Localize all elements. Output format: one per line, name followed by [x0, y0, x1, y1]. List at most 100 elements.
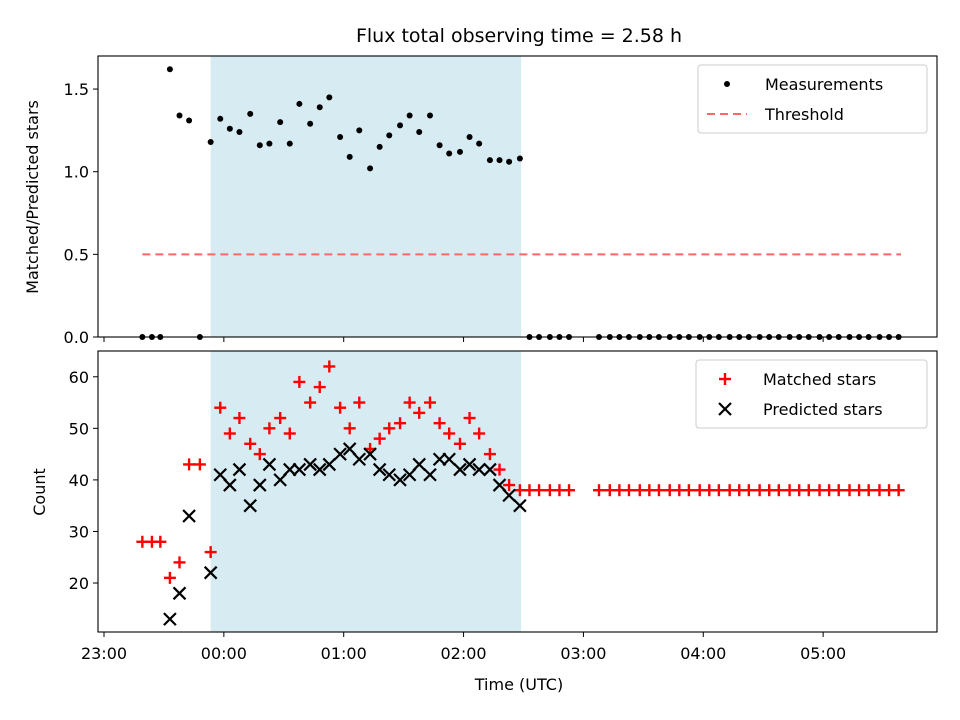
x-tick-label: 00:00 [201, 644, 247, 663]
predicted-star-point [203, 565, 218, 580]
predicted-star-point [232, 462, 247, 477]
bottom-legend-box [695, 359, 928, 429]
measurement-point [286, 140, 293, 147]
predicted-star-point [423, 467, 437, 482]
matched-star-point [293, 375, 306, 388]
predicted-star-point [372, 462, 387, 477]
predicted-star-point [453, 462, 467, 477]
measurement-point [346, 153, 353, 160]
measurement-point [217, 115, 224, 122]
matched-star-point [463, 412, 476, 425]
measurement-point [456, 148, 463, 155]
matched-star-point [214, 401, 227, 414]
matched-star-point [353, 396, 366, 409]
x-tick-label: 04:00 [680, 644, 726, 663]
matched-star-point [403, 396, 416, 409]
matched-star-point [473, 427, 486, 440]
predicted-star-point [472, 462, 486, 477]
measurement-point [376, 143, 383, 150]
matched-star-point [334, 401, 347, 414]
measurement-point [516, 155, 523, 162]
count-points [136, 360, 905, 626]
measurement-point [176, 112, 183, 119]
matched-star-point [802, 484, 815, 497]
top-y-tick-label: 0.5 [64, 245, 89, 264]
x-tick-label: 23:00 [81, 644, 127, 663]
top-plot-frame [97, 55, 938, 338]
matched-star-point [274, 412, 287, 425]
bottom-axis-ticks: 23:00 00:00 01:00 02:00 03:00 04:00 05:00 20 30 4… [69, 368, 847, 663]
x-tick-label: 02:00 [441, 644, 487, 663]
predicted-star-point [333, 447, 347, 461]
top-panel: 0.0 0.5 1.0 1.5 Matched/Predicted stars Mea… [23, 55, 938, 347]
top-legend-label-measurements: Measurements [765, 75, 883, 94]
matched-star-point [772, 484, 785, 497]
measurement-point [406, 112, 413, 119]
bottom-legend-label-predicted: Predicted stars [763, 400, 883, 419]
predicted-star-point [292, 462, 307, 477]
measurement-point [166, 66, 173, 73]
bottom-observing-window [210, 351, 522, 632]
bottom-y-tick-label: 40 [69, 471, 89, 490]
measurement-point [476, 140, 483, 147]
chart-title: Flux total observing time = 2.58 h [356, 25, 682, 47]
matched-star-point [453, 437, 466, 450]
matched-star-point [244, 437, 257, 450]
predicted-star-point [303, 457, 317, 472]
measurement-point [316, 104, 323, 111]
predicted-star-point [182, 509, 196, 523]
matched-star-point [493, 463, 506, 476]
top-y-tick-label: 1.5 [64, 80, 89, 99]
matched-star-point [563, 484, 576, 497]
predicted-star-point [432, 452, 447, 467]
matched-star-point [253, 448, 266, 461]
top-legend: Measurements Threshold [697, 64, 928, 134]
matched-star-point [223, 427, 236, 440]
predicted-star-point [312, 462, 327, 477]
matched-star-point [233, 412, 246, 425]
bottom-y-tick-label: 20 [69, 574, 89, 593]
predicted-star-point [172, 586, 187, 601]
x-tick-label: 05:00 [800, 644, 846, 663]
bottom-legend-marker-predicted [718, 402, 732, 416]
measurement-point [277, 119, 284, 126]
matched-star-point [313, 381, 326, 394]
top-y-tick-label: 0.0 [64, 328, 89, 347]
predicted-star-point [513, 498, 527, 513]
matched-star-point [204, 546, 217, 559]
bottom-legend: Matched stars Predicted stars [695, 359, 928, 429]
measurement-point [337, 133, 344, 140]
matched-star-point [862, 484, 875, 497]
xlabel: Time (UTC) [474, 675, 563, 694]
matched-star-point [622, 484, 635, 497]
matched-star-point [503, 479, 516, 492]
matched-star-point [323, 360, 336, 373]
predicted-star-point [393, 473, 407, 487]
x-tick-label: 03:00 [560, 644, 606, 663]
measurement-point [207, 138, 214, 145]
predicted-star-point [223, 478, 237, 492]
measurement-point [386, 132, 393, 139]
matched-star-point [343, 422, 356, 435]
measurement-point [247, 110, 254, 117]
measurement-point [436, 142, 443, 149]
matched-star-point [394, 417, 407, 430]
bottom-legend-label-matched: Matched stars [763, 370, 876, 389]
predicted-star-point [502, 488, 516, 503]
matched-star-point [593, 484, 606, 497]
top-legend-label-threshold: Threshold [764, 105, 844, 124]
matched-star-point [383, 422, 396, 435]
matched-star-point [173, 556, 186, 569]
matched-star-point [183, 458, 196, 471]
bottom-panel: 23:00 00:00 01:00 02:00 03:00 04:00 05:00 20 30 4… [30, 350, 938, 694]
matched-star-point [263, 422, 276, 435]
measurement-point [186, 117, 193, 124]
predicted-star-point [412, 457, 426, 472]
matched-star-point [712, 484, 725, 497]
measurement-point [356, 127, 363, 134]
predicted-star-point [382, 467, 397, 482]
top-legend-marker-measurements [724, 81, 730, 87]
top-legend-box [697, 64, 928, 134]
measurement-point [496, 157, 503, 164]
x-tick-label: 01:00 [321, 644, 367, 663]
